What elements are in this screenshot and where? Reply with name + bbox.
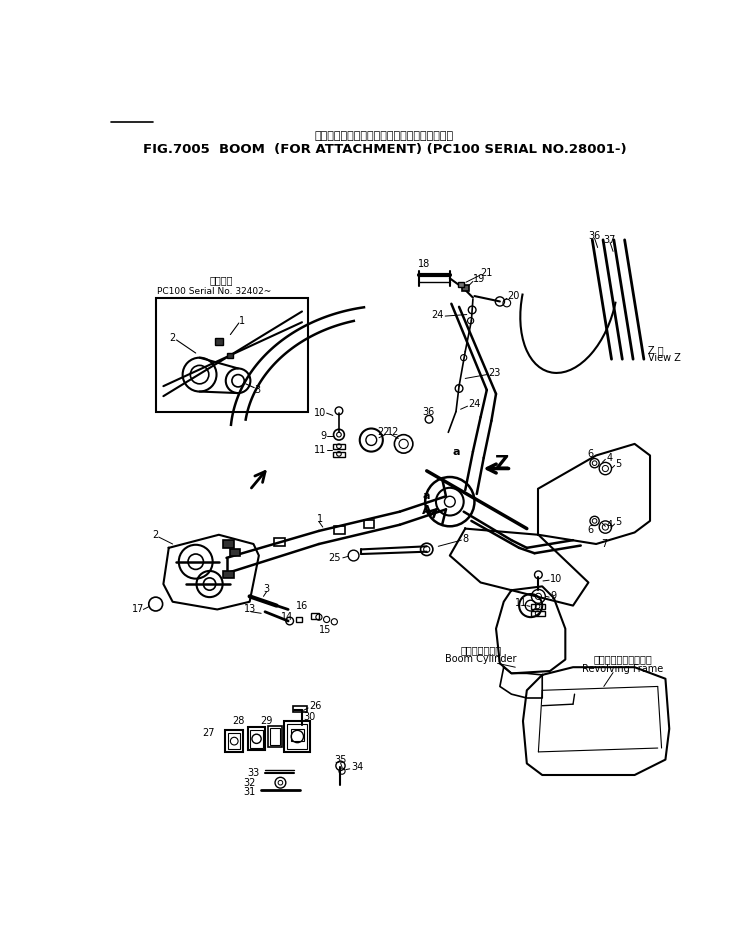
- Text: a: a: [423, 492, 430, 501]
- Text: Z: Z: [494, 454, 508, 473]
- Text: 13: 13: [244, 604, 256, 615]
- Bar: [286, 724, 308, 749]
- Text: View Z: View Z: [649, 352, 681, 363]
- Text: 31: 31: [244, 787, 256, 797]
- Text: 4: 4: [606, 520, 612, 530]
- Bar: [268, 726, 282, 747]
- Text: Revolving Frame: Revolving Frame: [583, 664, 664, 674]
- Bar: [215, 338, 223, 345]
- Text: 4: 4: [606, 453, 612, 462]
- Text: Z 視: Z 視: [649, 345, 664, 355]
- Text: 34: 34: [351, 762, 364, 773]
- Text: 5: 5: [615, 517, 622, 527]
- Text: 36: 36: [589, 231, 601, 241]
- Bar: [248, 728, 265, 750]
- Text: 32: 32: [244, 777, 256, 788]
- Text: 30: 30: [304, 713, 316, 722]
- Bar: [462, 285, 469, 291]
- Text: 5: 5: [615, 459, 622, 469]
- Text: 3: 3: [254, 385, 260, 395]
- Text: 2: 2: [152, 530, 159, 540]
- Bar: [292, 706, 307, 712]
- Bar: [311, 613, 319, 619]
- Text: 17: 17: [132, 604, 144, 615]
- Text: 19: 19: [473, 274, 485, 284]
- Text: PC100 Serial No. 32402~: PC100 Serial No. 32402~: [158, 287, 272, 296]
- Text: a: a: [452, 446, 460, 457]
- Bar: [458, 282, 464, 287]
- Bar: [230, 549, 239, 556]
- Text: 23: 23: [488, 368, 501, 378]
- Text: 14: 14: [280, 612, 292, 622]
- Text: 28: 28: [232, 716, 244, 726]
- Bar: [333, 444, 345, 449]
- Text: 29: 29: [260, 716, 273, 726]
- Bar: [284, 721, 310, 752]
- Text: Boom Cylinder: Boom Cylinder: [445, 654, 516, 665]
- Bar: [531, 604, 544, 609]
- Text: 10: 10: [314, 408, 327, 418]
- Text: 20: 20: [508, 291, 520, 301]
- Text: 1: 1: [238, 316, 245, 325]
- Text: 1: 1: [317, 514, 323, 525]
- Text: レボルビングフレーム: レボルビングフレーム: [594, 654, 652, 665]
- Text: 24: 24: [431, 309, 444, 320]
- Bar: [226, 353, 232, 358]
- Text: 16: 16: [296, 601, 308, 611]
- Text: 通用号機: 通用号機: [209, 275, 233, 286]
- Text: 35: 35: [334, 755, 346, 764]
- Text: 12: 12: [387, 428, 399, 437]
- Bar: [228, 733, 241, 749]
- Text: 9: 9: [550, 590, 556, 601]
- Text: ブームシリンダ: ブームシリンダ: [460, 645, 501, 655]
- Bar: [334, 526, 345, 534]
- Text: 2: 2: [170, 333, 176, 343]
- Text: 24: 24: [468, 399, 481, 409]
- Text: 11: 11: [314, 445, 327, 455]
- Text: 36: 36: [422, 407, 434, 416]
- Text: A: A: [422, 504, 431, 517]
- Text: 26: 26: [310, 700, 322, 711]
- Text: FIG.7005  BOOM  (FOR ATTACHMENT) (PC100 SERIAL NO.28001-): FIG.7005 BOOM (FOR ATTACHMENT) (PC100 SE…: [142, 143, 626, 156]
- Bar: [156, 298, 308, 412]
- Text: 15: 15: [319, 625, 332, 635]
- Text: 18: 18: [418, 258, 430, 269]
- Bar: [251, 729, 262, 748]
- Text: 9: 9: [320, 431, 327, 441]
- Bar: [364, 520, 374, 528]
- Text: 10: 10: [550, 573, 562, 584]
- Text: 25: 25: [328, 553, 340, 563]
- Text: 22: 22: [377, 428, 390, 437]
- Text: 27: 27: [202, 728, 215, 738]
- Bar: [333, 451, 345, 457]
- Text: 37: 37: [604, 235, 616, 244]
- Text: 6: 6: [588, 525, 594, 535]
- Bar: [531, 611, 544, 617]
- Text: ブーム　アタッチメント用　　　　　通用号機: ブーム アタッチメント用 通用号機: [315, 131, 454, 141]
- Text: 3: 3: [263, 584, 270, 594]
- Bar: [296, 618, 302, 621]
- Bar: [225, 730, 244, 752]
- Text: 8: 8: [462, 534, 468, 543]
- Bar: [223, 540, 234, 548]
- Bar: [270, 728, 280, 745]
- Bar: [274, 538, 285, 545]
- Bar: [223, 571, 234, 578]
- Text: 6: 6: [588, 449, 594, 459]
- Text: 33: 33: [248, 769, 259, 778]
- Text: 7: 7: [601, 539, 607, 549]
- Text: 11: 11: [514, 598, 526, 608]
- Text: 21: 21: [481, 268, 493, 278]
- Bar: [291, 728, 304, 741]
